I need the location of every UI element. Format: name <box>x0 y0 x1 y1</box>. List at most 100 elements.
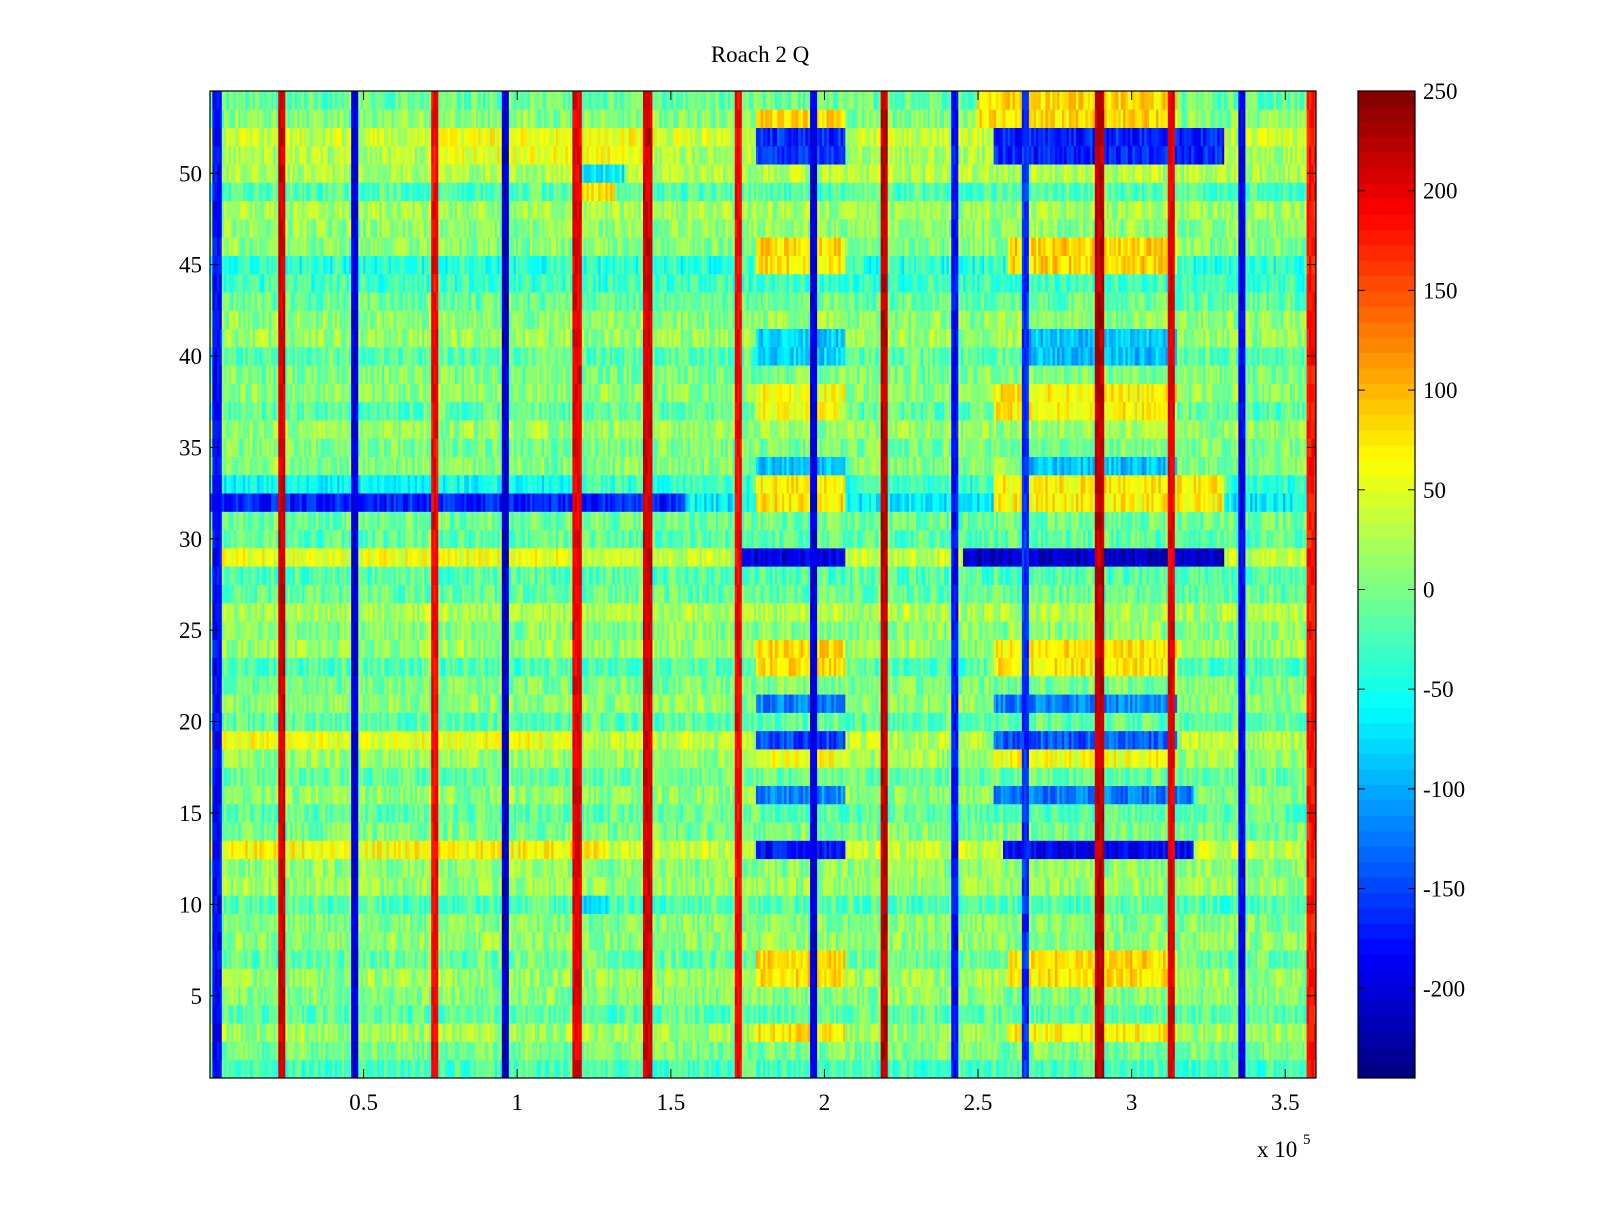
heatmap-cell <box>852 1023 856 1042</box>
heatmap-cell <box>758 1004 762 1024</box>
heatmap-cell <box>955 1023 959 1042</box>
heatmap-cell <box>1033 895 1037 914</box>
heatmap-cell <box>602 913 606 933</box>
heatmap-cell <box>781 1004 785 1024</box>
heatmap-cell <box>577 986 580 1006</box>
heatmap-cell <box>798 1004 802 1024</box>
heatmap-cell <box>664 986 667 1006</box>
heatmap-cell <box>250 950 253 969</box>
heatmap-cell <box>871 968 874 988</box>
heatmap-cell <box>530 1004 533 1024</box>
heatmap-cell <box>480 876 484 896</box>
heatmap-cell <box>650 931 653 951</box>
heatmap-cell <box>513 931 517 951</box>
heatmap-cell <box>447 913 451 933</box>
heatmap-cell <box>817 950 820 969</box>
heatmap-cell <box>685 1059 689 1079</box>
heatmap-cell <box>367 913 371 933</box>
heatmap-cell <box>252 931 256 951</box>
heatmap-cell <box>739 1004 743 1024</box>
heatmap-cell <box>788 895 792 914</box>
heatmap-cell <box>868 1041 872 1061</box>
heatmap-cell <box>826 986 830 1006</box>
heatmap-cell <box>570 913 573 933</box>
heatmap-cell <box>1259 1023 1263 1042</box>
heatmap-cell <box>534 1023 538 1042</box>
heatmap-cell <box>713 1004 717 1024</box>
heatmap-cell <box>1259 931 1263 951</box>
heatmap-cell <box>607 986 611 1006</box>
heatmap-cell <box>715 950 719 969</box>
heatmap-cell <box>1235 913 1239 933</box>
heatmap-cell <box>1033 968 1037 988</box>
heatmap-cell <box>1195 950 1199 969</box>
heatmap-cell <box>925 950 929 969</box>
heatmap-cell <box>518 876 522 896</box>
heatmap-cell <box>304 968 307 988</box>
heatmap-cell <box>654 876 658 896</box>
heatmap-cell <box>374 1004 378 1024</box>
heatmap-cell <box>1120 1023 1124 1042</box>
heatmap-cell <box>1071 1004 1075 1024</box>
heatmap-cell <box>534 986 538 1006</box>
heatmap-cell <box>953 913 957 933</box>
heatmap-cell <box>1226 913 1230 933</box>
heatmap-cell <box>257 950 260 969</box>
heatmap-cell <box>1021 1041 1025 1061</box>
heatmap-cell <box>713 1023 717 1042</box>
heatmap-cell <box>591 895 594 914</box>
heatmap-cell <box>1219 950 1223 969</box>
heatmap-cell <box>772 1059 776 1079</box>
heatmap-cell <box>214 968 218 988</box>
heatmap-cell <box>320 1023 324 1042</box>
heatmap-cell <box>1064 1004 1067 1024</box>
heatmap-cell <box>854 931 858 951</box>
heatmap-cell <box>758 931 762 951</box>
heatmap-cell <box>845 931 849 951</box>
heatmap-cell <box>847 1023 851 1042</box>
heatmap-cell <box>445 895 449 914</box>
heatmap-cell <box>499 986 503 1006</box>
heatmap-cell <box>435 986 439 1006</box>
heatmap-cell <box>266 913 270 933</box>
heatmap-cell <box>1003 1059 1006 1079</box>
heatmap-cell <box>1073 1059 1077 1079</box>
heatmap-cell <box>1264 968 1267 988</box>
heatmap-cell <box>1259 950 1263 969</box>
heatmap-cell <box>219 895 223 914</box>
heatmap-cell <box>1010 1059 1013 1079</box>
heatmap-cell <box>318 1041 321 1061</box>
heatmap-cell <box>600 968 604 988</box>
heatmap-cell <box>810 1041 813 1061</box>
heatmap-cell <box>579 950 583 969</box>
heatmap-cell <box>560 986 564 1006</box>
heatmap-cell <box>1024 1059 1027 1079</box>
heatmap-cell <box>355 895 359 914</box>
heatmap-cell <box>923 968 926 988</box>
heatmap-cell <box>765 1023 769 1042</box>
heatmap-cell <box>522 1041 526 1061</box>
heatmap-cell <box>379 968 383 988</box>
heatmap-cell <box>913 968 917 988</box>
heatmap-cell <box>1033 1004 1037 1024</box>
heatmap-cell <box>1200 1041 1204 1061</box>
heatmap-cell <box>897 986 900 1006</box>
heatmap-cell <box>939 913 943 933</box>
heatmap-cell <box>1301 1041 1305 1061</box>
heatmap-cell <box>1292 931 1296 951</box>
heatmap-cell <box>1012 950 1016 969</box>
heatmap-cell <box>393 931 397 951</box>
heatmap-cell <box>897 950 900 969</box>
heatmap-cell <box>1125 931 1129 951</box>
heatmap-cell <box>527 895 531 914</box>
heatmap-cell <box>720 913 724 933</box>
heatmap-cell <box>353 1023 357 1042</box>
heatmap-cell <box>734 986 738 1006</box>
heatmap-cell <box>1120 1004 1124 1024</box>
heatmap-cell <box>828 895 832 914</box>
heatmap-cell <box>1268 895 1272 914</box>
heatmap-cell <box>1276 913 1279 933</box>
heatmap-cell <box>967 1041 971 1061</box>
heatmap-cell <box>402 950 406 969</box>
heatmap-cell <box>661 876 665 896</box>
